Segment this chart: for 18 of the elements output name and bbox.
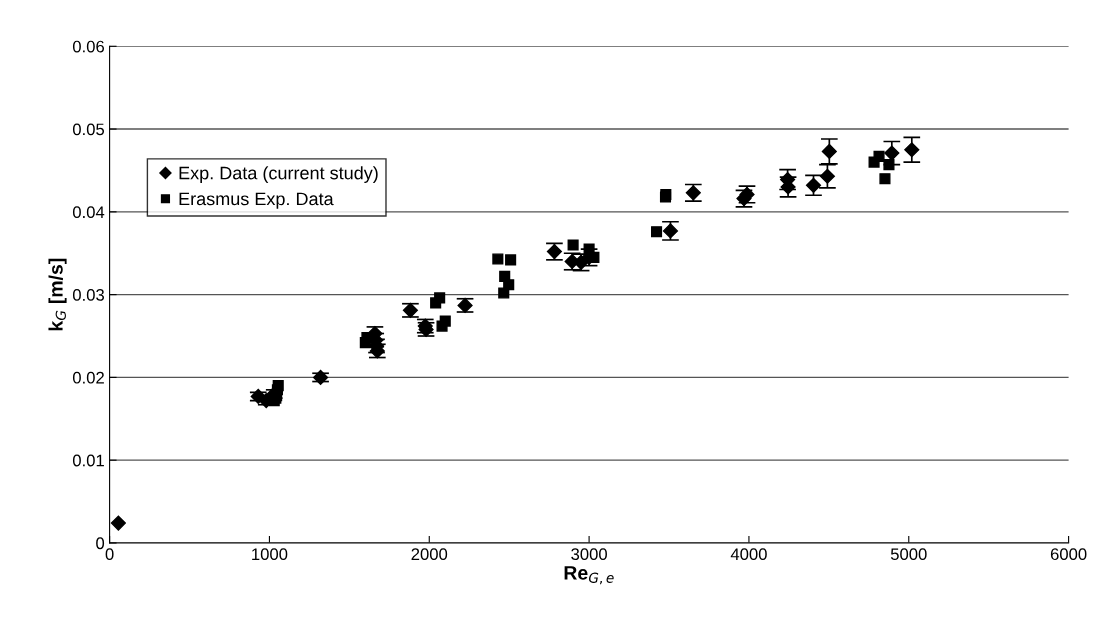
legend-label: Erasmus Exp. Data [179, 192, 334, 209]
legend-label: Exp. Data (current study) [179, 166, 378, 183]
x-tick-label: 6000 [1050, 548, 1087, 561]
y-tick-label: 0.01 [72, 454, 104, 467]
x-tick-label: 5000 [890, 548, 927, 561]
x-tick-label: 1000 [252, 548, 288, 561]
y-tick-label: 0.06 [72, 40, 105, 53]
x-tick-label: 2000 [411, 548, 448, 561]
x-tick-label: 4000 [730, 548, 767, 561]
y-tick-label: 0.05 [72, 123, 105, 136]
y-tick-label: 0.04 [72, 206, 105, 219]
y-tick-label: 0.03 [72, 289, 105, 301]
x-tick-label: 0 [105, 548, 114, 561]
y-tick-label: 0.02 [72, 371, 104, 384]
x-axis-title: Re$_{G,e}$ [564, 566, 614, 585]
x-tick-label: 3000 [571, 548, 607, 561]
y-tick-label: 0 [96, 537, 105, 550]
y-axis-title: k$_{G}$ [m/s] [48, 258, 67, 331]
